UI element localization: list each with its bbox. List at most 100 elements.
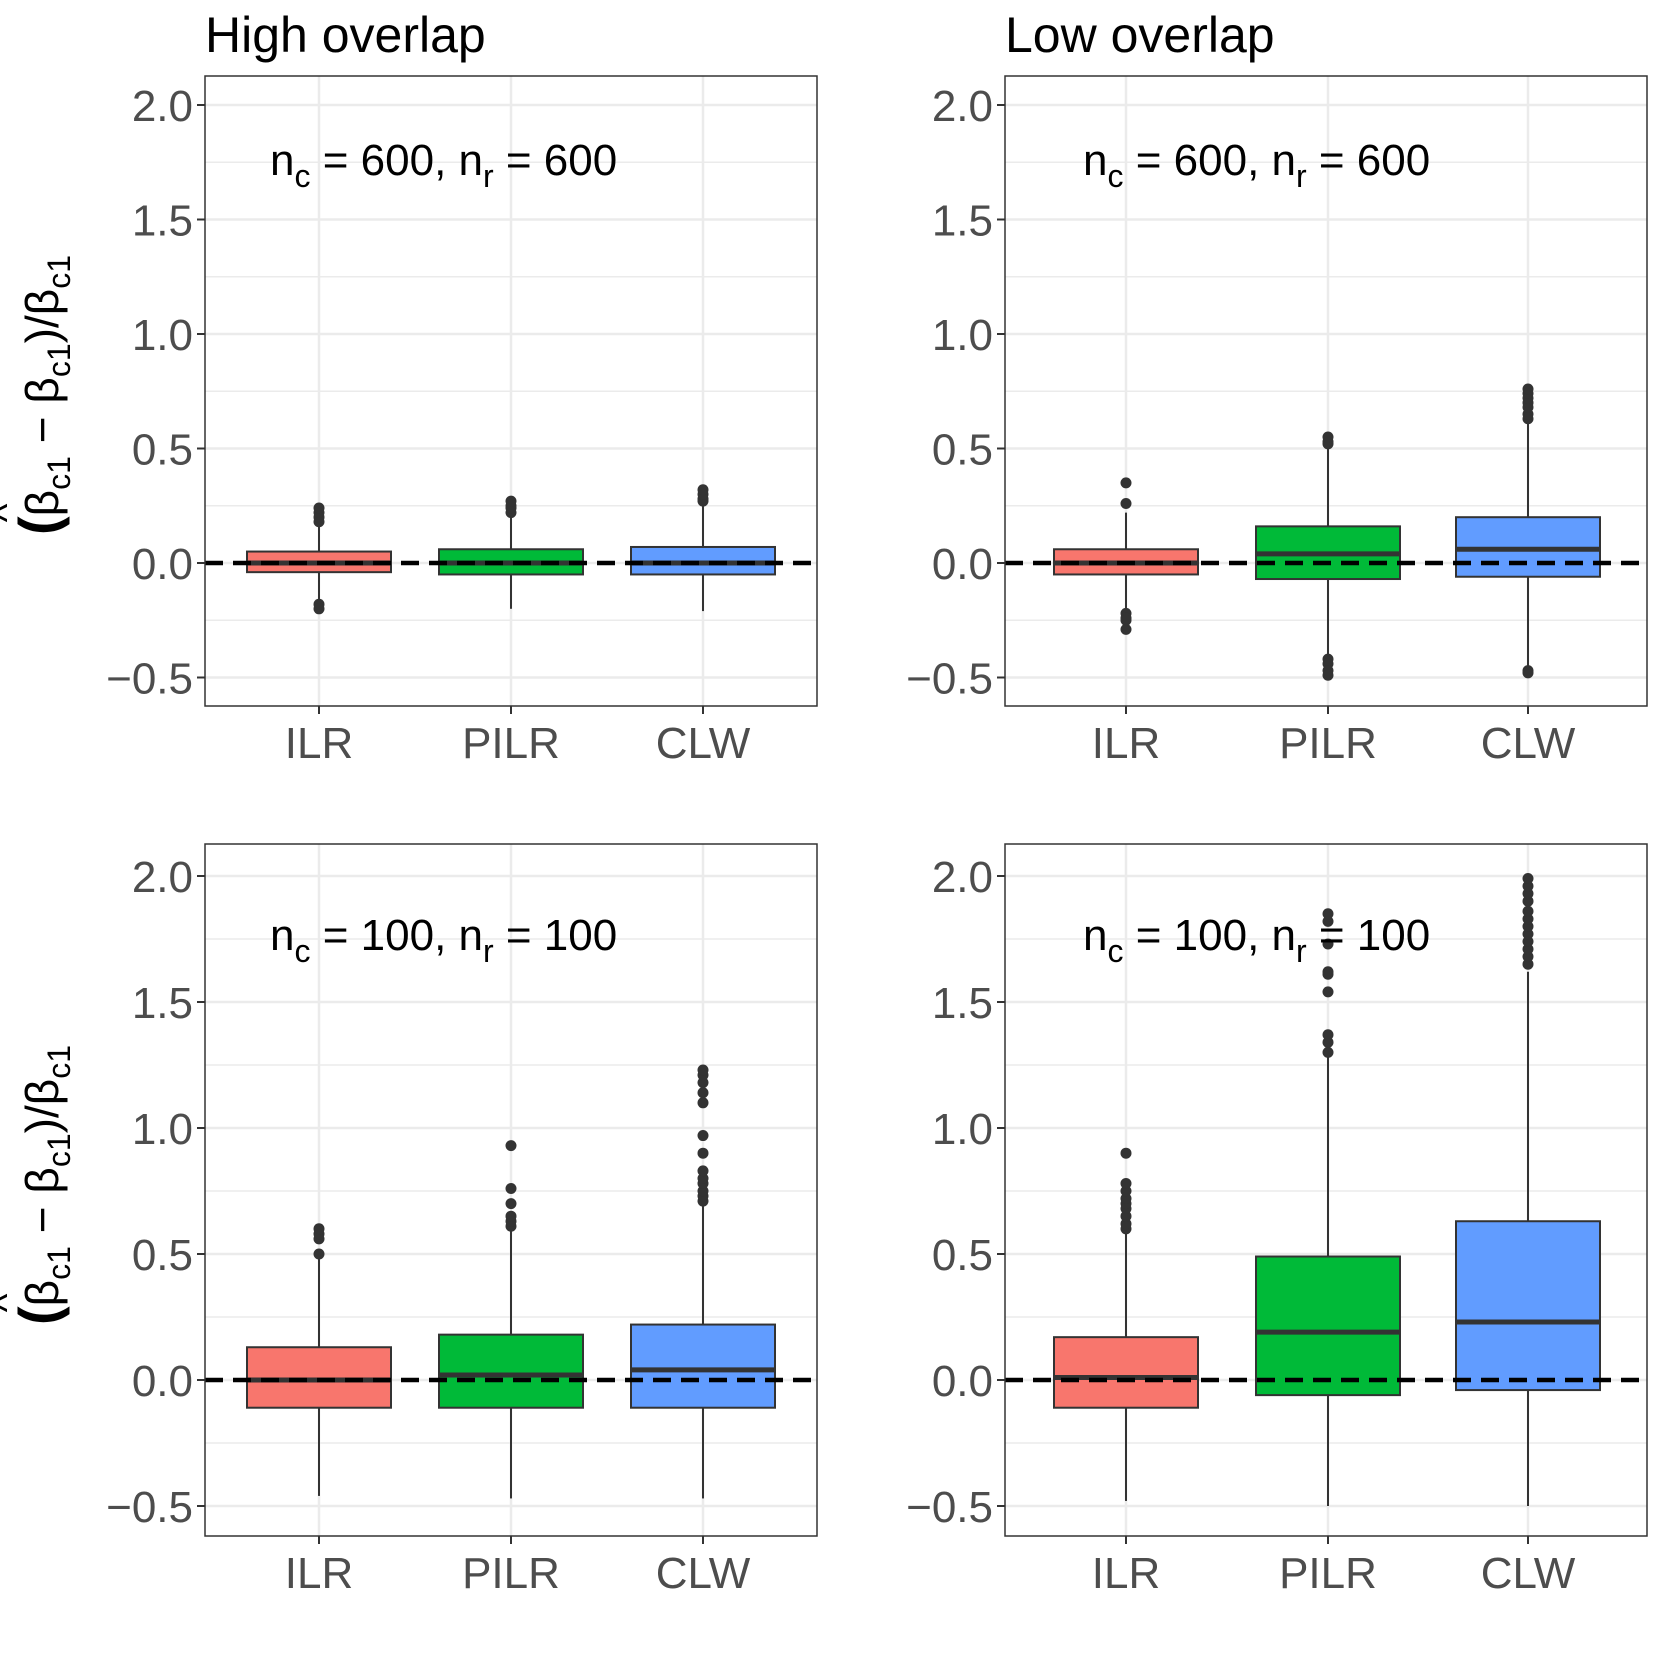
outlier-point: [1322, 986, 1334, 998]
outlier-point: [1322, 1036, 1334, 1048]
y-label-subscript: c1: [41, 456, 77, 490]
outlier-point: [1522, 913, 1534, 925]
y-label-beta-hat: β: [16, 490, 68, 516]
outlier-point: [505, 1210, 517, 1222]
y-tick-label: 0.0: [132, 540, 193, 589]
outlier-point: [1522, 928, 1534, 940]
y-label-beta: β: [16, 1167, 68, 1193]
annotation-subscript-c: c: [294, 933, 310, 969]
annotation-subscript-r: r: [1296, 158, 1307, 194]
annotation-nc-value: 600: [361, 136, 434, 185]
column-title-low-overlap: Low overlap: [1005, 7, 1275, 63]
box-pilr: [1255, 908, 1401, 1506]
outlier-point: [1120, 1218, 1132, 1230]
y-axis-label-row-1: (βc1 − βc1)/βc1^: [0, 255, 77, 535]
outlier-point: [1120, 1147, 1132, 1159]
annotation-n: n: [270, 136, 294, 185]
panel-background: [1005, 844, 1647, 1536]
y-label-beta-denominator: β: [16, 1079, 68, 1105]
y-label-beta-hat: β: [16, 1280, 68, 1306]
outlier-point: [1322, 431, 1334, 443]
panel-border: [1004, 75, 1648, 707]
outlier-point: [1120, 614, 1132, 626]
outlier-point: [1522, 667, 1534, 679]
box-iqr: [630, 1323, 776, 1409]
outlier-point: [1120, 1210, 1132, 1222]
annotation-equals: =: [1307, 136, 1357, 185]
box-iqr: [1255, 1255, 1401, 1397]
outlier-point: [1322, 966, 1334, 978]
outlier-point: [697, 1165, 709, 1177]
outlier-point: [1522, 920, 1534, 932]
y-tick-label: 0.0: [132, 1357, 193, 1406]
x-tick-label-clw: CLW: [1481, 719, 1576, 768]
outlier-point: [1522, 888, 1534, 900]
annotation-nc-value: 100: [1174, 911, 1247, 960]
y-tick-label: 1.0: [132, 1105, 193, 1154]
y-tick-label: 0.5: [132, 426, 193, 475]
y-tick-label: 2.0: [132, 853, 193, 902]
outlier-point: [697, 1130, 709, 1142]
y-tick-label: 0.5: [932, 1231, 993, 1280]
annotation-comma-n: , n: [1247, 911, 1296, 960]
outlier-point: [697, 1064, 709, 1076]
outlier-point: [1522, 951, 1534, 963]
outlier-point: [1522, 880, 1534, 892]
outlier-point: [1120, 477, 1132, 489]
annotation-equals: =: [1123, 136, 1173, 185]
y-tick-label: 1.0: [932, 1105, 993, 1154]
annotation-nr-value: 600: [1357, 136, 1430, 185]
outlier-point: [505, 1198, 517, 1210]
outlier-point: [1322, 915, 1334, 927]
annotation-equals: =: [1307, 911, 1357, 960]
y-tick-label: −0.5: [906, 655, 993, 704]
outlier-point: [313, 1223, 325, 1235]
annotation-subscript-c: c: [1107, 158, 1123, 194]
outlier-point: [313, 603, 325, 615]
y-label-minus: −: [16, 404, 68, 456]
outlier-point: [1322, 1046, 1334, 1058]
annotation-equals: =: [310, 911, 360, 960]
outlier-point: [1522, 936, 1534, 948]
box-clw: [1455, 383, 1601, 679]
outlier-point: [505, 1182, 517, 1194]
sample-size-annotation: nc = 600, nr = 600: [1083, 136, 1430, 194]
annotation-comma-n: , n: [1247, 136, 1296, 185]
annotation-subscript-c: c: [1107, 933, 1123, 969]
box-iqr: [438, 1333, 584, 1409]
panel-border: [1004, 843, 1648, 1537]
box-pilr: [1255, 431, 1401, 681]
annotation-nc-value: 600: [1174, 136, 1247, 185]
outlier-point: [697, 1172, 709, 1184]
y-label-open-paren: (: [7, 516, 70, 535]
outlier-point: [1120, 1177, 1132, 1189]
y-label-subscript: c1: [41, 255, 77, 289]
annotation-comma-n: , n: [434, 911, 483, 960]
outlier-point: [1322, 938, 1334, 950]
outlier-point: [1522, 873, 1534, 885]
outlier-point: [1322, 908, 1334, 920]
outlier-point: [1522, 943, 1534, 955]
annotation-equals: =: [494, 911, 544, 960]
y-label-close-div: )/: [16, 315, 68, 343]
outlier-point: [1120, 497, 1132, 509]
annotation-n: n: [1083, 136, 1107, 185]
x-tick-label-clw: CLW: [656, 1549, 751, 1598]
y-label-subscript: c1: [41, 1133, 77, 1167]
box-iqr: [246, 1346, 392, 1409]
outlier-point: [1120, 1185, 1132, 1197]
x-tick-label-clw: CLW: [1481, 1549, 1576, 1598]
x-tick-label-ilr: ILR: [1092, 1549, 1160, 1598]
annotation-subscript-r: r: [483, 158, 494, 194]
outlier-point: [313, 1248, 325, 1260]
sample-size-annotation: nc = 100, nr = 100: [1083, 911, 1430, 969]
y-tick-label: 1.5: [132, 979, 193, 1028]
column-title-high-overlap: High overlap: [205, 7, 486, 63]
y-label-subscript: c1: [41, 343, 77, 377]
annotation-nc-value: 100: [361, 911, 434, 960]
y-label-subscript: c1: [41, 1246, 77, 1280]
